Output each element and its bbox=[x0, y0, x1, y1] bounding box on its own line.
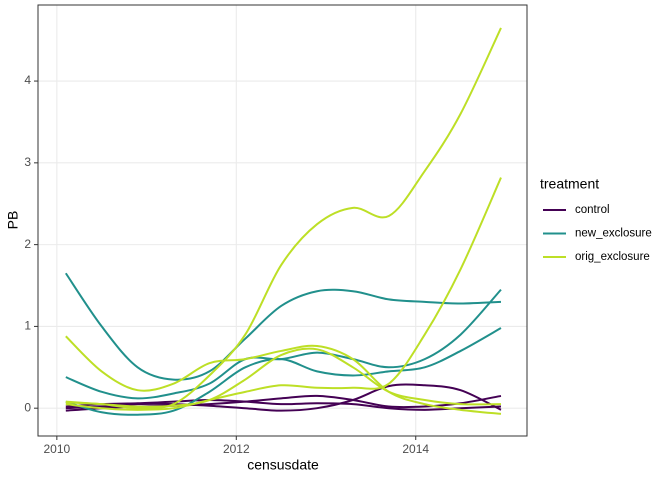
line bbox=[65, 327, 502, 416]
y-tick-label: 3 bbox=[24, 155, 31, 169]
y-tick-label: 1 bbox=[24, 319, 31, 333]
legend-title: treatment bbox=[540, 176, 599, 192]
line bbox=[65, 177, 502, 411]
line bbox=[65, 288, 502, 400]
legend-text: orig_exclosure bbox=[575, 251, 650, 263]
x-axis-title: censusdate bbox=[247, 457, 319, 473]
line bbox=[65, 347, 501, 408]
y-tick-label: 2 bbox=[24, 237, 31, 251]
legend-text: new_exclosure bbox=[575, 228, 652, 240]
x-tick-label: 2014 bbox=[402, 442, 429, 456]
panel bbox=[37, 4, 528, 437]
line bbox=[64, 272, 502, 381]
x-tick-label: 2012 bbox=[223, 442, 250, 456]
y-tick-label: 4 bbox=[24, 73, 31, 87]
y-tick-label: 0 bbox=[24, 400, 31, 414]
line bbox=[65, 399, 502, 411]
legend-text: control bbox=[575, 204, 610, 216]
line bbox=[65, 27, 502, 410]
line bbox=[65, 335, 502, 415]
y-axis-title: PB bbox=[5, 211, 21, 230]
x-tick-label: 2010 bbox=[43, 442, 70, 456]
